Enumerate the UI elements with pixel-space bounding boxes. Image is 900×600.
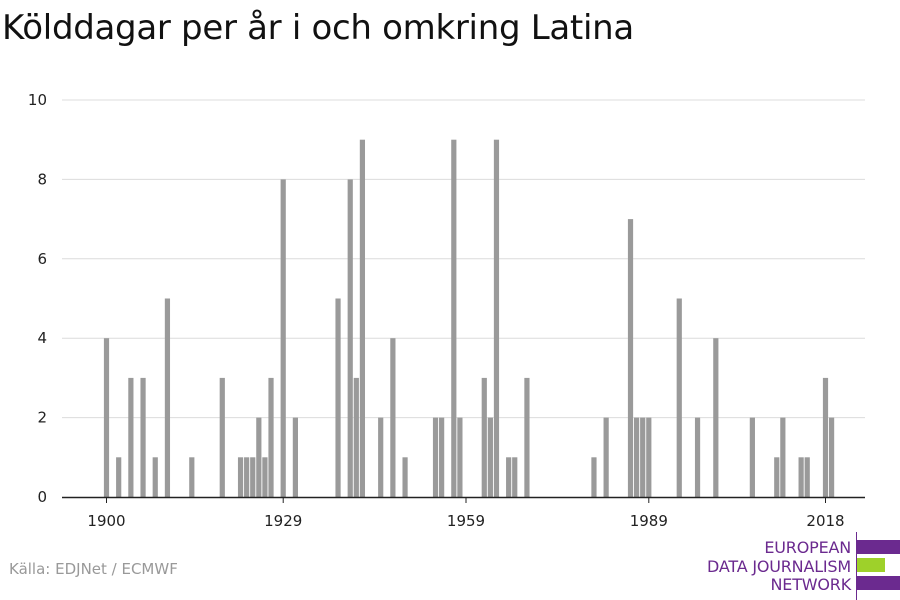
- bars: [103, 139, 835, 497]
- x-tick-label-2018: 2018: [806, 512, 844, 530]
- x-tick-label-1959: 1959: [447, 512, 485, 530]
- bar-2015: [804, 457, 810, 497]
- bar-1910: [164, 298, 171, 497]
- bar-2000: [713, 338, 719, 497]
- bar-chart: 0 2 4 6 8 10 1900 1929 1959 1989 2018: [28, 91, 865, 530]
- bar-1929: [280, 179, 286, 497]
- gridlines: [62, 99, 865, 419]
- bar-1908: [152, 457, 158, 497]
- bar-1914: [189, 457, 195, 497]
- logo-line-2: DATA JOURNALISM: [707, 557, 851, 576]
- bar-2010: [774, 457, 780, 497]
- axes: 0 2 4 6 8 10 1900 1929 1959 1989 2018: [28, 91, 865, 530]
- bar-1987: [634, 417, 640, 497]
- bar-1942: [359, 139, 366, 497]
- logo-line-3: NETWORK: [770, 575, 852, 594]
- bar-1940: [347, 179, 353, 497]
- bar-1955: [439, 417, 445, 497]
- bar-1938: [335, 298, 341, 497]
- bar-1902: [116, 457, 122, 497]
- logo-bar-middle: [857, 558, 885, 572]
- bar-1941: [353, 377, 359, 497]
- y-tick-label-10: 10: [28, 91, 47, 109]
- y-tick-label-2: 2: [37, 409, 47, 427]
- bar-1919: [219, 377, 225, 497]
- bar-1925: [256, 417, 262, 497]
- bar-2018: [822, 377, 829, 497]
- y-tick-label-0: 0: [37, 488, 47, 506]
- bar-1923: [244, 457, 250, 497]
- logo-bar-bottom: [857, 576, 900, 590]
- chart-title: Kölddagar per år i och omkring Latina: [2, 8, 634, 48]
- y-tick-label-4: 4: [37, 329, 47, 347]
- bar-1954: [432, 417, 439, 497]
- bar-1989: [646, 417, 652, 497]
- bar-1922: [237, 457, 244, 497]
- bar-1924: [250, 457, 256, 497]
- logo-divider: [856, 532, 857, 600]
- bar-1958: [457, 417, 463, 497]
- bar-1966: [506, 457, 512, 497]
- logo-bar-top: [857, 540, 900, 554]
- bar-1926: [262, 457, 268, 497]
- bar-1945: [378, 417, 384, 497]
- bar-1980: [591, 457, 597, 497]
- logo-line-1: EUROPEAN: [764, 538, 851, 557]
- bar-1994: [676, 298, 682, 497]
- bar-1949: [402, 457, 408, 497]
- bar-1964: [493, 139, 500, 497]
- bar-1969: [524, 377, 530, 497]
- bar-1967: [512, 457, 518, 497]
- bar-1962: [481, 377, 487, 497]
- bar-2006: [749, 417, 755, 497]
- source-note: Källa: EDJNet / ECMWF: [9, 560, 178, 578]
- bar-1957: [451, 139, 457, 497]
- x-tick-label-1900: 1900: [87, 512, 125, 530]
- y-tick-label-6: 6: [37, 250, 47, 268]
- bar-1997: [694, 417, 701, 497]
- bar-2014: [798, 457, 804, 497]
- bar-1900: [103, 338, 110, 497]
- bar-1982: [603, 417, 609, 497]
- bar-1963: [487, 417, 493, 497]
- bar-1927: [268, 377, 274, 497]
- bar-1904: [128, 377, 134, 497]
- bar-1988: [640, 417, 646, 497]
- x-tick-label-1989: 1989: [630, 512, 668, 530]
- edjnet-logo: EUROPEAN DATA JOURNALISM NETWORK: [700, 532, 900, 600]
- bar-1931: [292, 417, 298, 497]
- bar-1947: [390, 338, 396, 497]
- y-tick-label-8: 8: [37, 170, 47, 188]
- x-tick-label-1929: 1929: [264, 512, 302, 530]
- bar-1906: [140, 377, 146, 497]
- bar-2011: [780, 417, 786, 497]
- bar-2019: [828, 417, 835, 497]
- bar-1986: [627, 219, 634, 497]
